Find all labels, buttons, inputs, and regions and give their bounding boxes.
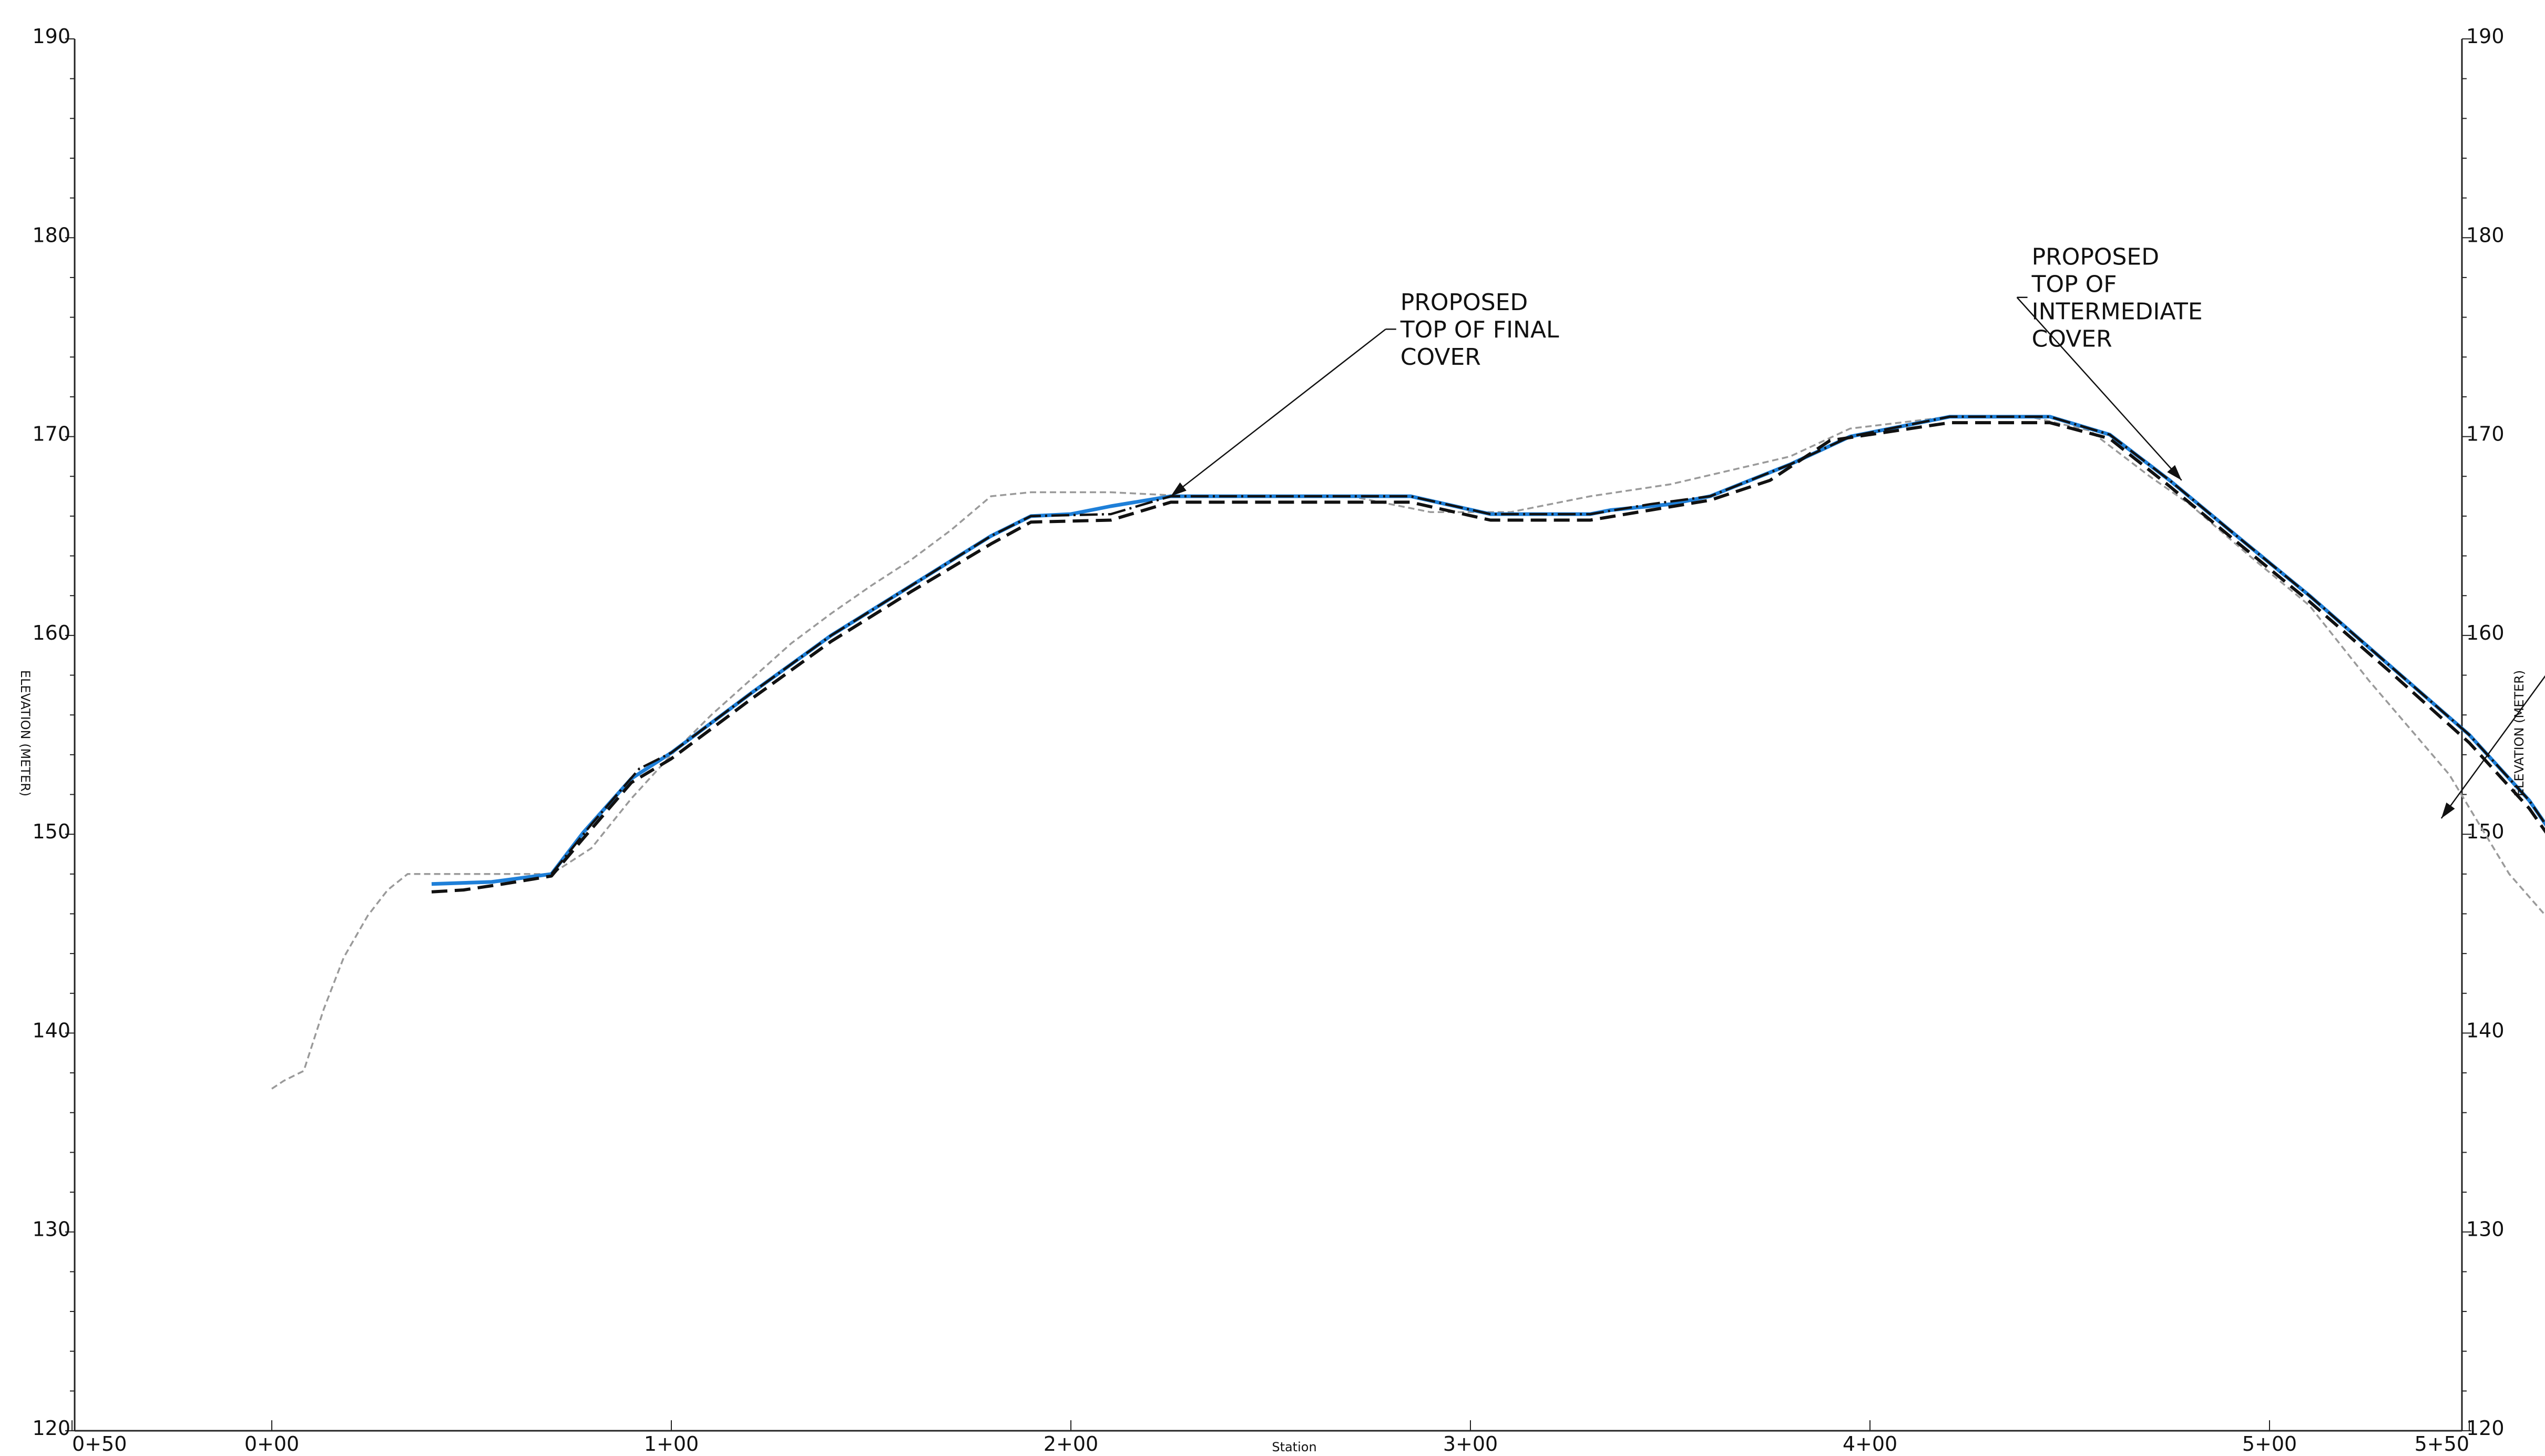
y-tick-label-left: 190 — [32, 25, 70, 48]
y-tick-label-right: 150 — [2466, 820, 2505, 843]
y-tick-label-left: 160 — [32, 621, 70, 644]
annotation-text-final: TOP OF FINAL — [1400, 316, 1559, 343]
x-tick-label: 2+00 — [1044, 1432, 1098, 1453]
annotation-arrowhead — [2167, 465, 2182, 480]
x-tick-label: 1+00 — [644, 1432, 699, 1453]
y-tick-label-right: 170 — [2466, 423, 2505, 446]
y-tick-label-left: 150 — [32, 820, 70, 843]
y-tick-label-left: 130 — [32, 1218, 70, 1241]
x-tick-label: 5+00 — [2242, 1432, 2297, 1453]
annotation-text-final: COVER — [1401, 344, 1481, 371]
x-tick-label: 0+50 — [72, 1432, 127, 1453]
y-tick-label-right: 160 — [2466, 621, 2505, 644]
annotation-text-intermediate: PROPOSED — [2032, 243, 2160, 270]
y-tick-label-left: 180 — [32, 223, 70, 247]
series-line-proposed-top-final-cover — [431, 415, 2545, 886]
annotation-text-intermediate: TOP OF — [2031, 271, 2117, 298]
y-tick-label-right: 190 — [2466, 25, 2505, 48]
y-axis-title-left: ELEVATION (METER) — [18, 670, 33, 796]
y-tick-label-right: 180 — [2466, 223, 2505, 247]
annotation-arrowhead — [1171, 482, 1187, 497]
x-axis-title: Station — [1272, 1440, 1316, 1453]
annotation-leader-final — [1170, 329, 1386, 497]
annotation-leader-intermediate — [2016, 296, 2182, 481]
annotation-text-intermediate: INTERMEDIATE — [2032, 298, 2203, 325]
y-tick-label-left: 140 — [32, 1019, 70, 1042]
annotation-text-final: PROPOSED — [1401, 289, 1528, 316]
annotation-leader-exgrade — [2440, 675, 2545, 819]
y-tick-label-right: 130 — [2466, 1218, 2505, 1241]
series-line-ex-grade — [271, 415, 2545, 1090]
y-tick-label-left: 170 — [32, 423, 70, 446]
y-tick-label-left: 120 — [32, 1417, 70, 1440]
y-tick-label-right: 140 — [2466, 1019, 2505, 1042]
annotation-arrowhead — [2441, 802, 2455, 818]
x-tick-label: 4+00 — [1843, 1432, 1897, 1453]
series-line-proposed-top-intermediate-cover — [550, 415, 2545, 875]
series-line-proposed-access-road-ditch — [431, 421, 2545, 894]
y-tick-label-right: 120 — [2466, 1417, 2505, 1440]
x-tick-label: 5+50 — [2415, 1432, 2469, 1453]
x-tick-label: 3+00 — [1443, 1432, 1498, 1453]
series-layer — [271, 415, 2545, 1090]
x-tick-label: 0+00 — [244, 1432, 299, 1453]
annotation-text-intermediate: COVER — [2032, 325, 2112, 352]
y-axis-title-right: ELEVATION (METER) — [2512, 670, 2527, 796]
axes-layer: 120 120 130 130 140 140 150 150 160 160 170 170 180 1… — [32, 25, 2505, 1455]
